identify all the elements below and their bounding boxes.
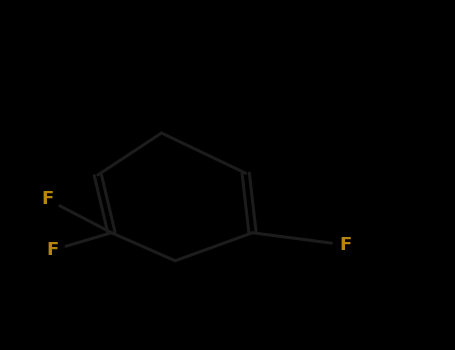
Text: F: F	[46, 241, 58, 259]
Text: F: F	[340, 236, 352, 254]
Text: F: F	[42, 190, 54, 209]
